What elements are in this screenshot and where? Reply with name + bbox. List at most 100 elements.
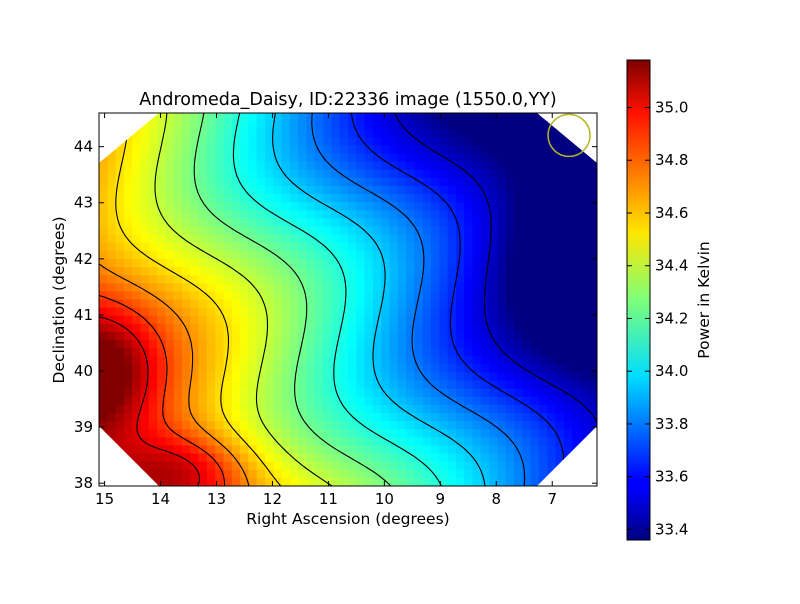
heatmap-cell bbox=[148, 267, 158, 276]
heatmap-cell bbox=[431, 429, 440, 438]
heatmap-cell bbox=[132, 340, 142, 349]
heatmap-cell bbox=[190, 283, 200, 292]
heatmap-cell bbox=[314, 469, 324, 479]
heatmap-cell bbox=[356, 340, 366, 349]
colorbar-tick-label: 34.0 bbox=[655, 362, 688, 380]
heatmap-cell bbox=[497, 445, 507, 455]
heatmap-cell bbox=[447, 356, 457, 365]
heatmap-cell bbox=[364, 161, 374, 171]
heatmap-cell bbox=[298, 218, 308, 228]
heatmap-cell bbox=[505, 477, 515, 486]
x-tick-label: 7 bbox=[547, 490, 557, 508]
heatmap-cell bbox=[356, 129, 366, 138]
heatmap-cell bbox=[406, 388, 415, 398]
heatmap-cell bbox=[248, 129, 258, 138]
heatmap-cell bbox=[497, 137, 507, 147]
heatmap-cell bbox=[572, 234, 581, 244]
heatmap-cell bbox=[397, 413, 407, 422]
heatmap-cell bbox=[215, 453, 225, 463]
heatmap-cell bbox=[206, 210, 216, 220]
heatmap-cell bbox=[505, 356, 515, 365]
heatmap-cell bbox=[464, 226, 474, 236]
heatmap-cell bbox=[580, 396, 590, 406]
heatmap-cell bbox=[223, 469, 233, 479]
contour-line bbox=[154, 113, 333, 486]
heatmap-cell bbox=[439, 291, 449, 301]
heatmap-cell bbox=[331, 429, 341, 438]
heatmap-cell bbox=[480, 477, 490, 486]
heatmap-cell bbox=[414, 323, 424, 333]
heatmap-cell bbox=[505, 153, 515, 163]
heatmap-cell bbox=[289, 283, 299, 292]
heatmap-cell bbox=[580, 299, 590, 309]
heatmap-cell bbox=[248, 372, 258, 382]
heatmap-cell bbox=[339, 331, 349, 341]
heatmap-cell bbox=[223, 218, 233, 228]
heatmap-cell bbox=[480, 291, 490, 301]
heatmap-cell bbox=[455, 250, 465, 260]
heatmap-cell bbox=[148, 469, 158, 479]
heatmap-cell bbox=[439, 396, 449, 406]
heatmap-cell bbox=[505, 413, 515, 422]
heatmap-cell bbox=[572, 202, 581, 211]
heatmap-cell bbox=[348, 299, 357, 309]
heatmap-cell bbox=[123, 421, 133, 430]
heatmap-cell bbox=[422, 299, 432, 309]
heatmap-cell bbox=[348, 258, 357, 268]
heatmap-cell bbox=[148, 404, 158, 414]
heatmap-cell bbox=[397, 153, 407, 163]
heatmap-cell bbox=[298, 129, 308, 138]
heatmap-cell bbox=[547, 453, 557, 463]
heatmap-cell bbox=[157, 202, 166, 211]
heatmap-cell bbox=[480, 340, 490, 349]
heatmap-cell bbox=[364, 121, 374, 130]
heatmap-cell bbox=[530, 113, 540, 122]
heatmap-cell bbox=[298, 315, 308, 325]
heatmap-cell bbox=[198, 185, 208, 195]
heatmap-cell bbox=[372, 331, 382, 341]
heatmap-cell bbox=[99, 234, 108, 244]
heatmap-cell bbox=[206, 356, 216, 365]
heatmap-cell bbox=[348, 169, 357, 179]
heatmap-cell bbox=[422, 380, 432, 390]
heatmap-cell bbox=[472, 234, 482, 244]
heatmap-cell bbox=[372, 348, 382, 357]
heatmap-cell bbox=[165, 380, 175, 390]
heatmap-cell bbox=[588, 356, 597, 365]
heatmap-cell bbox=[323, 283, 332, 292]
heatmap-cell bbox=[522, 137, 532, 147]
heatmap-cell bbox=[157, 283, 166, 292]
heatmap-cell bbox=[431, 348, 440, 357]
heatmap-cell bbox=[190, 372, 200, 382]
heatmap-cell bbox=[397, 169, 407, 179]
heatmap-cell bbox=[530, 242, 540, 252]
heatmap-cell bbox=[314, 291, 324, 301]
heatmap-cell bbox=[240, 477, 249, 486]
heatmap-cell bbox=[572, 388, 581, 398]
heatmap-cell bbox=[522, 372, 532, 382]
heatmap-cell bbox=[514, 129, 523, 138]
heatmap-cell bbox=[256, 185, 266, 195]
heatmap-cell bbox=[406, 185, 415, 195]
heatmap-cell bbox=[580, 356, 590, 365]
heatmap-cell bbox=[514, 283, 523, 292]
heatmap-cell bbox=[206, 340, 216, 349]
heatmap-cell bbox=[273, 153, 283, 163]
heatmap-cell bbox=[381, 113, 391, 122]
heatmap-cell bbox=[497, 275, 507, 284]
heatmap-cell bbox=[497, 177, 507, 187]
heatmap-cell bbox=[497, 161, 507, 171]
heatmap-cell bbox=[348, 267, 357, 276]
heatmap-cell bbox=[107, 396, 117, 406]
heatmap-cell bbox=[522, 356, 532, 365]
heatmap-cell bbox=[439, 331, 449, 341]
heatmap-cell bbox=[289, 396, 299, 406]
heatmap-cell bbox=[215, 404, 225, 414]
heatmap-cell bbox=[289, 291, 299, 301]
heatmap-cell bbox=[505, 177, 515, 187]
heatmap-cell bbox=[472, 356, 482, 365]
heatmap-cell bbox=[140, 453, 150, 463]
heatmap-cell bbox=[422, 477, 432, 486]
heatmap-cell bbox=[563, 218, 573, 228]
heatmap-cell bbox=[132, 242, 142, 252]
